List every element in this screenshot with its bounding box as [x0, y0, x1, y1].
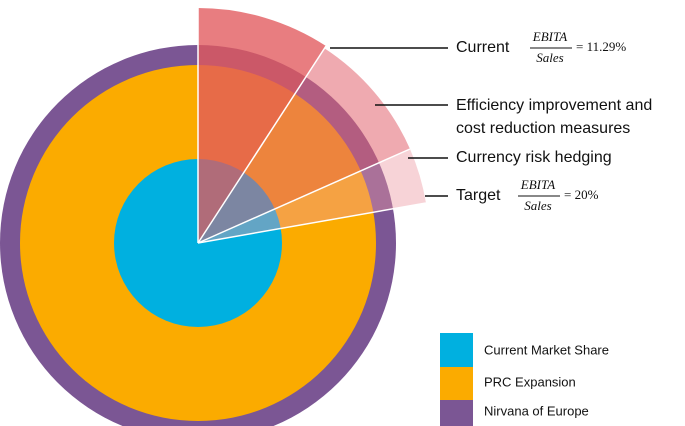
- callout-label: Currency risk hedging: [456, 149, 612, 166]
- wedge-efficiency: [198, 48, 410, 243]
- callout-label: Efficiency improvement and: [456, 97, 652, 114]
- legend-swatch: [440, 367, 473, 400]
- result: = 20%: [564, 187, 599, 202]
- wedge-current: [198, 8, 326, 243]
- denominator: Sales: [536, 50, 563, 65]
- legend-swatch: [440, 333, 473, 367]
- denominator: Sales: [524, 198, 551, 213]
- callout-label: Current: [456, 39, 510, 56]
- callout-label: cost reduction measures: [456, 120, 630, 137]
- legend-swatch: [440, 400, 473, 426]
- legend-label: Current Market Share: [484, 342, 609, 357]
- numerator: EBITA: [520, 177, 555, 192]
- legend-label: Nirvana of Europe: [484, 403, 589, 418]
- wedge-borders: [197, 8, 427, 244]
- legend-label: PRC Expansion: [484, 374, 576, 389]
- wedge-currency: [198, 149, 426, 243]
- callout-label: Target: [456, 187, 501, 204]
- result: = 11.29%: [576, 39, 626, 54]
- numerator: EBITA: [532, 29, 567, 44]
